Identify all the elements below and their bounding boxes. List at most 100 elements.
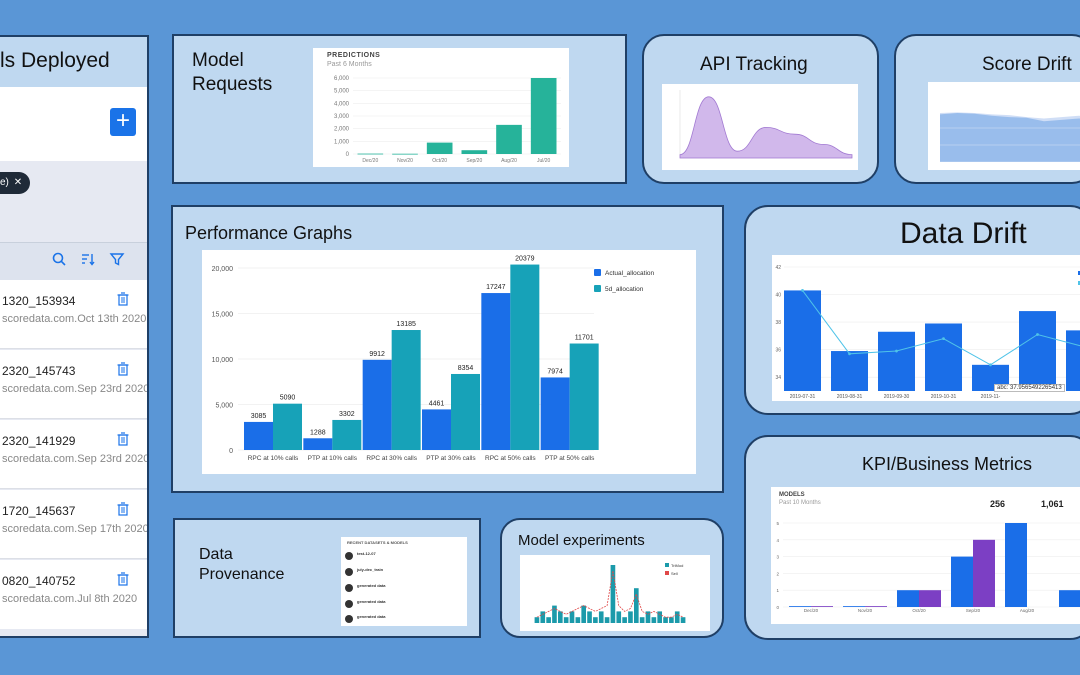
list-item[interactable]: test-12-07	[345, 551, 463, 563]
model-experiments-chart: TriMod Sell	[534, 563, 686, 623]
model-experiments-chart-card: TriMod Sell	[520, 555, 710, 631]
model-name: 1320_153934	[2, 294, 76, 308]
x-tick-label: 2019-11-	[981, 394, 1001, 400]
bar	[422, 409, 451, 450]
bar	[610, 565, 616, 623]
bar	[645, 611, 651, 623]
y-tick-label: 2	[776, 571, 779, 576]
legend-label: Actual_allocation	[605, 270, 655, 277]
x-tick-label: RPC at 30% calls	[366, 455, 417, 462]
list-item[interactable]: 1720_145637 scoredata.com.Sep 17th 2020	[0, 490, 147, 559]
data-label: 13185	[396, 321, 416, 328]
bar	[657, 611, 663, 623]
trash-icon[interactable]	[117, 432, 129, 446]
data-label: 5090	[280, 395, 296, 402]
predictions-chart-title: PREDICTIONS	[327, 52, 381, 59]
x-tick-label: Sep/20	[966, 608, 981, 613]
bar	[951, 556, 973, 607]
bar	[831, 351, 868, 391]
bar	[925, 323, 962, 391]
model-list: 1320_153934 scoredata.com.Oct 13th 2020 …	[0, 280, 147, 636]
legend-label: 5d_allocation	[605, 286, 644, 293]
y-tick-label: 1	[776, 588, 779, 593]
y-tick-label: 40	[775, 293, 781, 299]
kpi-chart-subtitle: Past 10 Months	[779, 500, 821, 506]
legend-label: Sell	[671, 571, 678, 576]
legend-swatch	[594, 285, 601, 292]
y-tick-label: 3	[776, 555, 779, 560]
data-label: 4461	[429, 400, 445, 407]
bar	[1019, 311, 1056, 391]
list-item[interactable]: generated data	[345, 614, 463, 626]
series-line	[536, 570, 684, 618]
list-item[interactable]: july-dec_train	[345, 567, 463, 579]
bar	[843, 606, 865, 607]
kpi-stat-value: 1,061	[1041, 499, 1064, 509]
y-tick-label: 2,000	[334, 127, 350, 133]
data-drift-panel: Data Drift 34 36 38 40 42 2019-07-31 2019-08-3…	[744, 205, 1080, 415]
bar	[563, 617, 569, 623]
y-tick-label: 38	[775, 320, 781, 326]
bar	[680, 617, 686, 623]
filter-icon[interactable]	[109, 251, 125, 267]
y-tick-label: 6,000	[334, 76, 350, 82]
trash-icon[interactable]	[117, 502, 129, 516]
point	[848, 352, 851, 356]
point	[895, 349, 898, 353]
bar	[616, 611, 622, 623]
close-icon[interactable]: ✕	[13, 177, 23, 188]
legend-swatch	[1078, 271, 1080, 275]
models-deployed-panel: ls Deployed + e) ✕ 1320_153934 scoredata…	[0, 35, 149, 638]
api-tracking-panel: API Tracking	[642, 34, 879, 184]
data-provenance-panel: Data Provenance RECENT DATASETS & MODELS…	[173, 518, 481, 638]
bar	[481, 293, 511, 450]
trash-icon[interactable]	[117, 362, 129, 376]
bar	[784, 290, 821, 391]
data-provenance-title-line2: Provenance	[199, 566, 285, 583]
list-item[interactable]: generated data	[345, 599, 463, 611]
performance-chart: 0 5,000 10,000 15,000 20,000 3085 5090 RPC at 1…	[212, 256, 655, 462]
bar	[461, 150, 488, 154]
bar	[674, 611, 680, 623]
list-item[interactable]: 2320_145743 scoredata.com.Sep 23rd 2020	[0, 350, 147, 419]
bar	[587, 611, 592, 623]
bar	[540, 377, 570, 450]
data-provenance-heading: RECENT DATASETS & MODELS	[347, 540, 408, 545]
legend-swatch	[594, 269, 601, 276]
bar	[540, 611, 546, 623]
x-tick-label: RPC at 10% calls	[248, 455, 299, 462]
y-tick-label: 3,000	[334, 114, 350, 120]
model-experiments-panel: Model experiments TriMod Sell	[500, 518, 724, 638]
model-name: 2320_141929	[2, 434, 76, 448]
bar	[569, 343, 599, 450]
performance-graphs-panel: Performance Graphs 0 5,000 10,000 15,000 20,…	[171, 205, 724, 493]
bar	[546, 617, 551, 623]
point	[942, 337, 945, 341]
dataset-icon	[345, 584, 353, 592]
data-label: 17247	[486, 284, 506, 291]
list-item[interactable]: 2320_141929 scoredata.com.Sep 23rd 2020	[0, 420, 147, 489]
x-tick-label: Nov/20	[858, 608, 873, 613]
bar	[1005, 523, 1027, 607]
trash-icon[interactable]	[117, 572, 129, 586]
bar	[1066, 330, 1080, 391]
models-deployed-title: ls Deployed	[0, 49, 110, 72]
x-tick-label: Jul/20	[537, 158, 551, 164]
score-drift-title: Score Drift	[982, 54, 1072, 75]
x-tick-label: Dec/20	[362, 158, 378, 164]
x-tick-label: PTP at 10% calls	[308, 455, 358, 462]
bar	[426, 142, 453, 154]
bar	[534, 617, 540, 623]
filter-chip[interactable]: e) ✕	[0, 172, 30, 194]
trash-icon[interactable]	[117, 292, 129, 306]
list-item[interactable]: 1320_153934 scoredata.com.Oct 13th 2020	[0, 280, 147, 349]
sort-icon[interactable]	[80, 251, 96, 267]
add-model-button[interactable]: +	[110, 108, 136, 136]
bar	[663, 617, 668, 623]
list-item[interactable]: generated data	[345, 583, 463, 595]
search-icon[interactable]	[51, 251, 67, 267]
list-item[interactable]: 0820_140752 scoredata.com.Jul 8th 2020	[0, 560, 147, 629]
kpi-chart: 0 1 2 3 4 5 Dec/20 Nov/20 Oct/20 Sep/20 Aug/20	[776, 521, 1080, 613]
y-tick-label: 4,000	[334, 101, 350, 107]
x-tick-label: RPC at 50% calls	[485, 455, 536, 462]
